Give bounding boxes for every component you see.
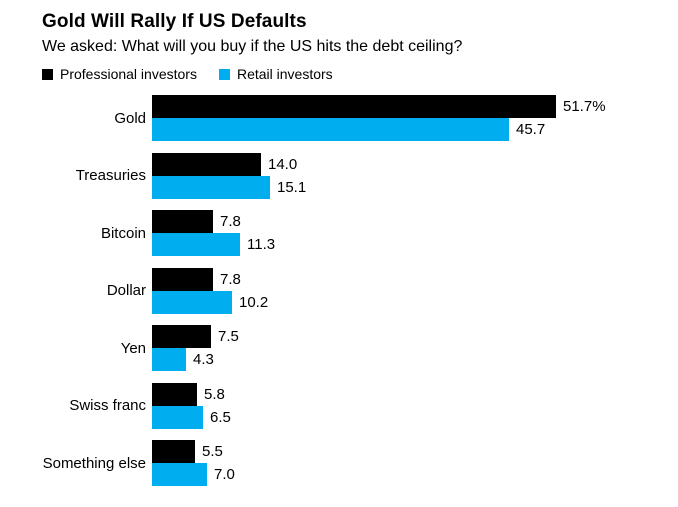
value-label-retail: 6.5 <box>210 408 231 426</box>
bar-professional <box>152 382 197 406</box>
bar-professional <box>152 210 213 233</box>
legend-swatch-professional-icon <box>42 68 53 80</box>
bar-retail <box>152 175 270 199</box>
bar-line: 7.8 <box>152 267 658 291</box>
bar-line: 5.5 <box>152 440 658 463</box>
bar-line: 5.8 <box>152 382 658 406</box>
legend: Professional investors Retail investors <box>42 66 658 82</box>
bar-pair: 5.8 6.5 <box>152 382 658 429</box>
chart-title: Gold Will Rally If US Defaults <box>42 11 307 32</box>
bar-professional <box>152 152 261 176</box>
category-label: Gold <box>114 109 146 127</box>
bar-retail <box>152 463 207 486</box>
category-label: Swiss franc <box>69 397 146 414</box>
bar-line: 51.7% <box>152 95 658 118</box>
bar-retail <box>152 405 203 429</box>
category-label: Something else <box>42 454 146 472</box>
bar-line: 7.8 <box>152 210 658 233</box>
bar-professional <box>152 267 213 291</box>
bar-retail <box>152 233 240 256</box>
bar-retail <box>152 118 509 141</box>
bar-pair: 7.5 4.3 <box>152 325 658 371</box>
value-label-professional: 7.8 <box>220 213 241 230</box>
legend-item-retail: Retail investors <box>218 66 333 82</box>
bar-professional <box>152 325 211 348</box>
bar-line: 11.3 <box>152 233 658 256</box>
bar-line: 10.2 <box>152 290 658 314</box>
legend-label-professional: Professional investors <box>60 66 197 82</box>
bar-professional <box>152 440 195 463</box>
value-label-professional: 7.5 <box>218 328 239 345</box>
bar-group: Bitcoin 7.8 11.3 <box>42 210 658 256</box>
bar-group: Yen 7.5 4.3 <box>42 325 658 371</box>
value-label-retail: 45.7 <box>516 121 546 138</box>
bar-group: Swiss franc 5.8 6.5 <box>42 382 658 429</box>
value-label-professional: 5.8 <box>204 385 225 403</box>
category-label: Treasuries <box>75 167 146 184</box>
bar-line: 45.7 <box>152 118 658 141</box>
legend-item-professional: Professional investors <box>42 66 197 82</box>
bar-line: 6.5 <box>152 405 658 429</box>
value-label-retail: 4.3 <box>193 351 214 368</box>
bar-retail <box>152 290 232 314</box>
value-label-retail: 10.2 <box>239 293 269 311</box>
category-label: Dollar <box>106 282 146 299</box>
bar-pair: 7.8 11.3 <box>152 210 658 256</box>
category-label: Yen <box>120 339 146 357</box>
value-label-professional: 5.5 <box>202 443 223 460</box>
bar-chart: Gold 51.7% 45.7 Treasuries 14.0 15.1 Bitcoin 7.… <box>42 95 658 486</box>
bar-pair: 5.5 7.0 <box>152 440 658 486</box>
value-label-professional: 14.0 <box>268 155 298 173</box>
bar-line: 7.0 <box>152 463 658 486</box>
bar-pair: 51.7% 45.7 <box>152 95 658 141</box>
category-label: Bitcoin <box>100 224 146 242</box>
bar-pair: 7.8 10.2 <box>152 267 658 314</box>
bar-group: Treasuries 14.0 15.1 <box>42 152 658 199</box>
bar-group: Gold 51.7% 45.7 <box>42 95 658 141</box>
bar-line: 14.0 <box>152 152 658 176</box>
bar-pair: 14.0 15.1 <box>152 152 658 199</box>
value-label-professional: 7.8 <box>220 270 241 288</box>
value-label-retail: 15.1 <box>277 178 307 196</box>
value-label-retail: 7.0 <box>214 466 235 483</box>
bar-retail <box>152 348 186 371</box>
bar-group: Dollar 7.8 10.2 <box>42 267 658 314</box>
bar-line: 4.3 <box>152 348 658 371</box>
value-label-retail: 11.3 <box>247 236 276 253</box>
bar-group: Something else 5.5 7.0 <box>42 440 658 486</box>
bar-professional <box>152 95 556 118</box>
legend-label-retail: Retail investors <box>236 66 333 82</box>
value-label-professional: 51.7% <box>563 98 606 115</box>
chart-subtitle: We asked: What will you buy if the US hi… <box>42 38 463 55</box>
legend-swatch-retail-icon <box>218 68 230 80</box>
bar-line: 7.5 <box>152 325 658 348</box>
bar-line: 15.1 <box>152 175 658 199</box>
